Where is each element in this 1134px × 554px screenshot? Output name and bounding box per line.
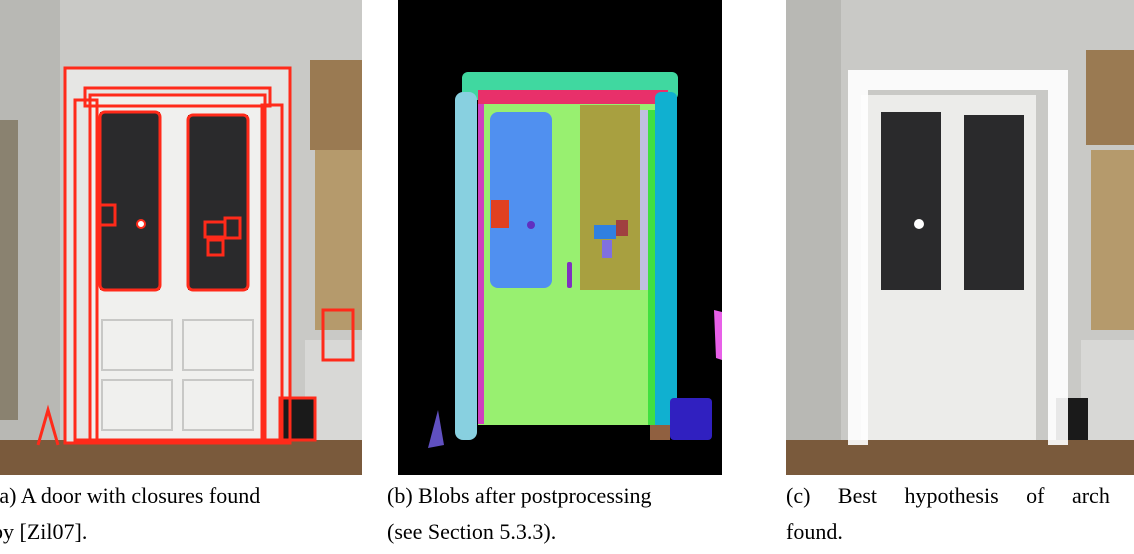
page: (a) A door with closures found by [Zil07… (0, 0, 1134, 554)
caption-line: (b) Blobs after postprocessing (387, 478, 652, 514)
blob-image (398, 0, 722, 475)
caption-line: (c) Best hypothesis of arch (786, 478, 1134, 514)
caption-line: (see Section 5.3.3). (387, 514, 556, 550)
door-photo-closures (0, 0, 362, 475)
door-photo-arch (786, 0, 1134, 475)
panel-b: (b) Blobs after postprocessing (see Sect… (398, 0, 722, 475)
panel-c: (c) Best hypothesis of arch found. (786, 0, 1134, 475)
caption-line: (a) A door with closures found (0, 478, 260, 514)
caption-line: by [Zil07]. (0, 514, 87, 550)
caption-line: found. (786, 514, 843, 550)
panel-a: (a) A door with closures found by [Zil07… (0, 0, 362, 475)
